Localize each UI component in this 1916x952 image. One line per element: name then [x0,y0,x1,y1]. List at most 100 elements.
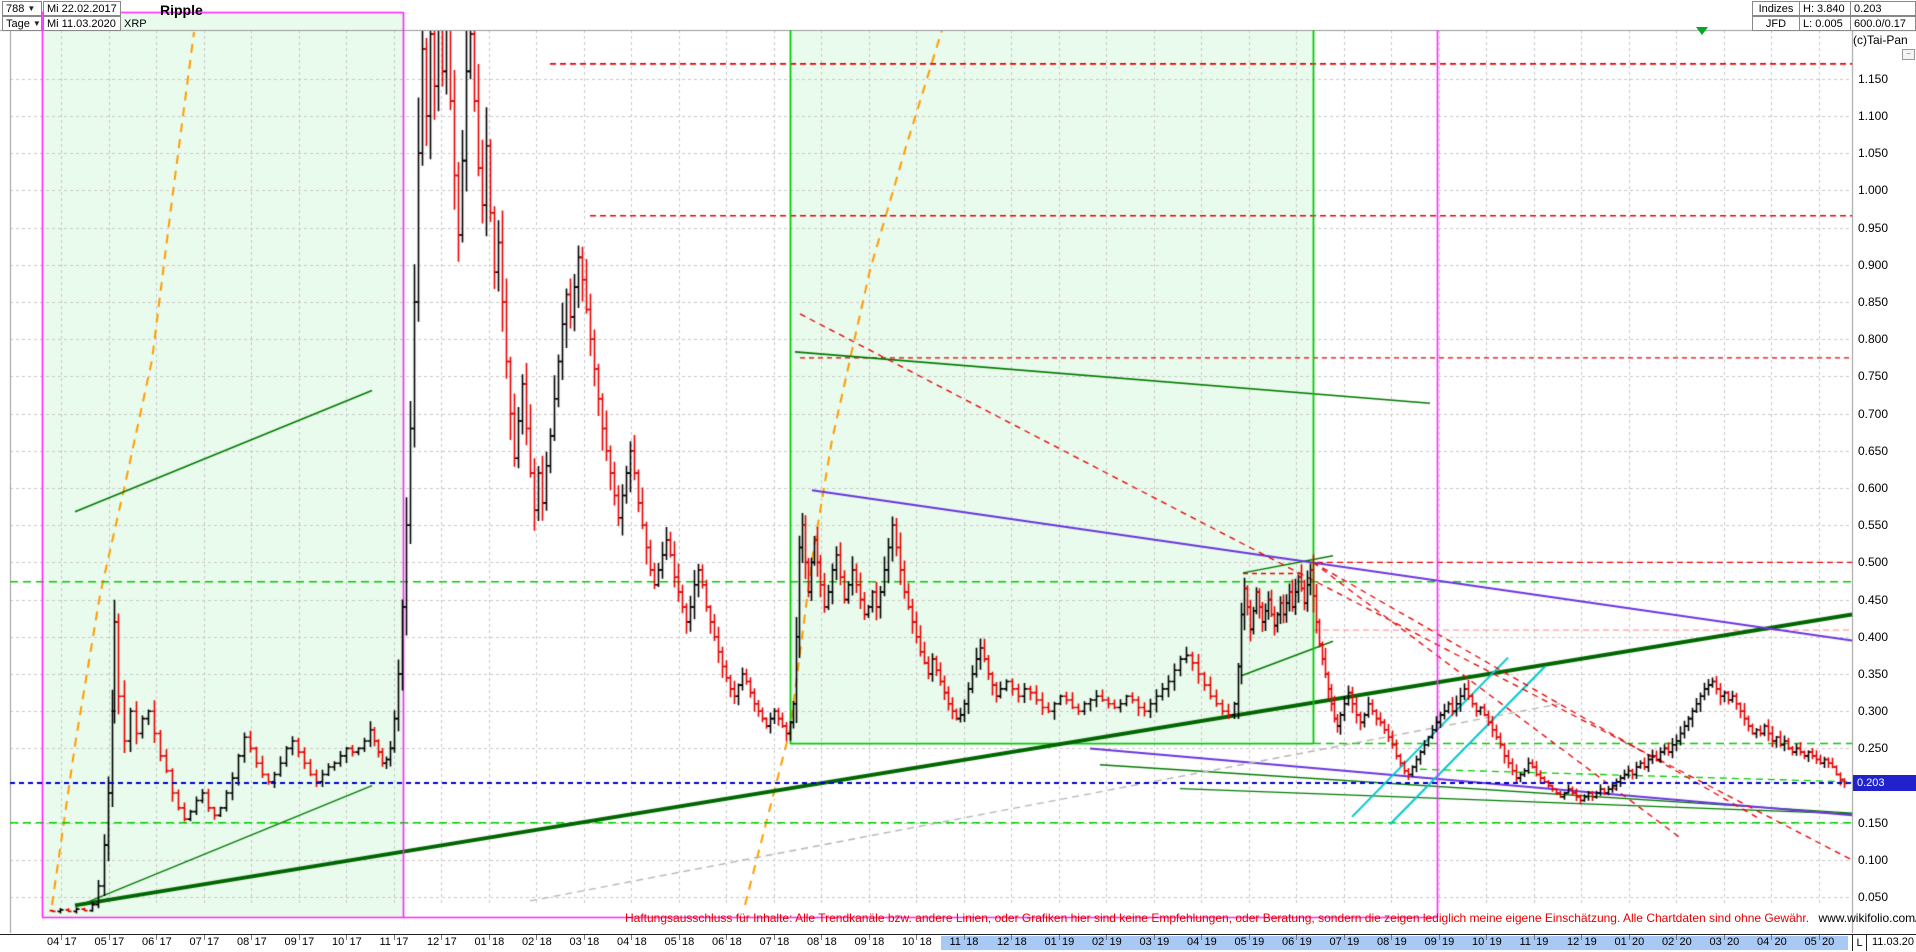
month-label: 05 19 [1234,936,1265,948]
month-tick [251,935,252,940]
month-label: 12 19 [1567,936,1597,948]
month-tick [631,935,632,940]
month-tick [1391,935,1392,940]
month-tick [821,935,822,940]
axis-end-cell: L [1852,935,1867,951]
price-tick-label: 0.500 [1858,555,1889,570]
price-tick-label: 0.800 [1858,332,1889,347]
price-tick-label: 1.100 [1858,109,1889,123]
month-label: 04 18 [617,936,647,948]
price-tick-label: 0.100 [1858,853,1889,867]
month-label: 03 18 [569,936,600,948]
last-price-badge: 0.203 [1853,775,1916,792]
month-tick [203,935,205,940]
month-tick [1438,935,1440,940]
month-tick [1628,935,1630,940]
price-tick-label: 0.650 [1858,443,1889,458]
month-tick [1248,935,1250,940]
price-tick-label: 0.950 [1858,220,1889,235]
month-tick [1153,935,1155,940]
month-label: 03 20 [1709,936,1740,948]
month-label: 11 17 [379,936,409,948]
month-label: 02 20 [1662,936,1692,948]
month-tick [108,935,110,940]
selected-period-highlight [940,936,1848,950]
month-label: 01 20 [1614,936,1645,948]
date-from-field[interactable]: Mi 22.02.2017 [43,1,121,16]
date-to-field[interactable]: Mi 11.03.2020 [43,16,121,31]
month-label: 03 19 [1139,936,1170,948]
month-tick [1296,935,1297,940]
month-label: 04 17 [47,936,77,948]
month-tick [1533,935,1535,940]
month-tick [1011,935,1012,940]
price-tick-label: 0.050 [1858,890,1889,905]
month-tick [1343,935,1345,940]
high-value-label: H: 3.840 [1799,1,1851,16]
month-tick [916,935,917,940]
month-label: 11 19 [1519,936,1549,948]
month-label: 02 19 [1092,936,1122,948]
month-tick [726,935,727,940]
price-tick-label: 1.000 [1858,183,1889,198]
marker-triangle-icon [1696,27,1708,35]
month-tick [61,935,62,940]
month-label: 07 19 [1329,936,1360,948]
price-tick-label: 0.450 [1858,592,1889,607]
price-tick-label: 0.250 [1858,741,1889,756]
price-tick-label: 1.050 [1858,146,1889,161]
month-label: 08 17 [237,936,267,948]
month-tick [346,935,347,940]
month-label: 10 17 [332,936,362,948]
month-label: 08 18 [807,936,837,948]
month-label: 12 18 [997,936,1027,948]
month-tick [393,935,395,940]
price-tick-label: 0.850 [1858,295,1889,309]
month-label: 02 18 [522,936,552,948]
axis-end-date: 11.03.20 [1872,936,1915,948]
low-value-label: L: 0.005 [1799,16,1851,31]
price-tick-label: 0.700 [1858,406,1889,421]
disclaimer-text: Haftungsausschluss für Inhalte: Alle Tre… [0,911,1916,925]
bars-count-value: 788 [6,2,25,15]
month-label: 06 17 [142,936,172,948]
price-tick-label: 0.600 [1858,481,1889,495]
date-to-value: Mi 11.03.2020 [47,17,116,30]
month-tick [488,935,490,940]
wikifolio-link[interactable]: www.wikifolio.com/de/de/p/cyberwaehrunge… [1818,911,1916,925]
price-tick-label: 0.750 [1858,369,1889,384]
period-dropdown[interactable]: Tage ▼ [2,16,42,31]
range-info-label: 600.0/0.17 [1850,16,1916,31]
month-tick [963,935,965,940]
month-label: 10 18 [902,936,932,948]
month-tick [1581,935,1582,940]
month-label: 05 18 [664,936,695,948]
month-tick [298,935,300,940]
month-tick [1106,935,1107,940]
month-label: 12 17 [427,936,457,948]
month-label: 09 19 [1424,936,1455,948]
last-price-label: 0.203 [1850,1,1916,16]
month-tick [441,935,442,940]
month-tick [1771,935,1772,940]
month-label: 04 20 [1757,936,1787,948]
month-label: 09 18 [854,936,885,948]
price-tick-label: 0.400 [1858,629,1889,644]
price-tick-label: 0.350 [1858,667,1889,681]
month-tick [1676,935,1677,940]
chevron-down-icon: ▼ [27,4,36,13]
month-label: 07 18 [759,936,790,948]
month-tick [678,935,680,940]
feed-label: JFD [1752,16,1800,31]
month-label: 05 17 [94,936,125,948]
price-tick-label: 1.150 [1858,71,1889,86]
month-label: 01 18 [474,936,505,948]
minimize-icon[interactable]: − [1902,49,1915,60]
price-tick-label: 0.150 [1858,815,1889,830]
date-axis: 04 17 05 17 06 17 07 17 08 17 09 17 10 17 11 17… [0,934,1916,952]
index-group-label: Indizes [1752,1,1800,16]
bars-count-dropdown[interactable]: 788 ▼ [2,1,42,16]
month-label: 10 19 [1472,936,1502,948]
